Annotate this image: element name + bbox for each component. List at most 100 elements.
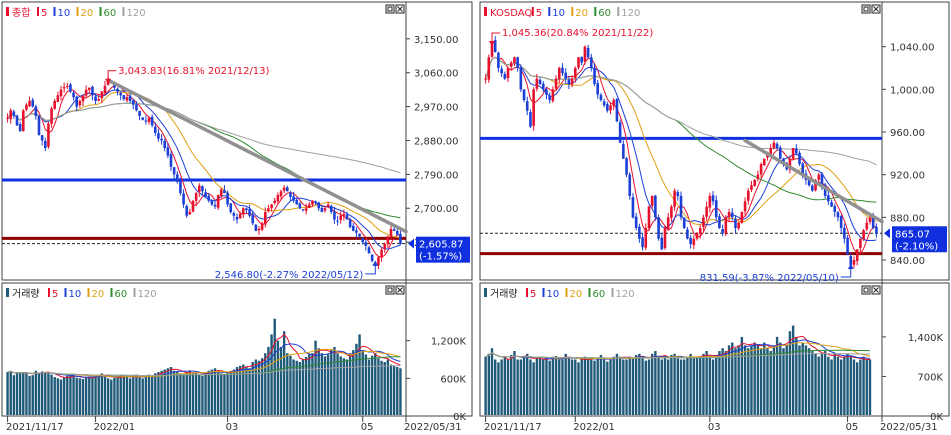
candle (746, 190, 750, 201)
volume-bar (163, 369, 166, 415)
candle (191, 200, 195, 212)
volume-bar (538, 356, 542, 415)
current-price-value: 2,605.87 (419, 240, 464, 251)
candle (128, 95, 132, 101)
candle (163, 140, 167, 148)
price-restore-button[interactable] (385, 4, 395, 14)
volume-bar (657, 356, 660, 415)
candle (548, 95, 551, 100)
volume-bar (599, 354, 603, 415)
candle (317, 202, 321, 209)
candle (522, 89, 526, 100)
candle (567, 79, 571, 84)
current-price-badge (892, 226, 947, 253)
price-pane (479, 1, 950, 281)
volume-restore-button[interactable] (385, 285, 395, 295)
candle (307, 204, 311, 209)
volume-bar (314, 340, 317, 415)
volume-bar (204, 372, 207, 415)
volume-bar (273, 318, 276, 415)
volume-bar (561, 359, 564, 415)
volume-bar (103, 375, 107, 415)
volume-bar (836, 356, 840, 415)
volume-bar (715, 356, 718, 415)
volume-bar (88, 376, 91, 415)
volume-bar (740, 336, 744, 415)
volume-bar (248, 368, 251, 415)
volume-bar (396, 367, 399, 415)
volume-bar (144, 377, 148, 415)
candle (367, 247, 371, 254)
volume-bar (386, 359, 390, 415)
candle (204, 192, 207, 197)
volume-tick-label: 600K (440, 374, 466, 385)
candle (583, 46, 587, 62)
candle (62, 87, 66, 89)
candle (141, 117, 145, 120)
volume-bar (380, 360, 383, 415)
candle (727, 212, 731, 218)
volume-bar (176, 372, 179, 415)
candle (756, 174, 760, 180)
low-annotation: 831.59(-3.87% 2022/05/10) (700, 273, 839, 284)
candle (634, 216, 638, 228)
volume-bar (286, 353, 289, 415)
volume-bar (484, 356, 487, 415)
candle (676, 192, 680, 196)
volume-bar (849, 356, 852, 415)
candle (138, 110, 141, 116)
volume-bar (606, 361, 609, 415)
candle (628, 174, 632, 196)
volume-bar (84, 377, 88, 415)
price-restore-button[interactable] (861, 4, 871, 14)
volume-bar (172, 370, 176, 415)
current-price-change: (-1.57%) (419, 252, 462, 263)
volume-legend-ma-10: 10 (547, 289, 560, 300)
volume-bar (574, 359, 577, 415)
volume-bar (254, 359, 258, 415)
candle (257, 228, 261, 231)
volume-bar (641, 357, 644, 415)
candle (279, 191, 283, 197)
volume-legend-ma-swatch (48, 288, 50, 297)
candle (596, 83, 600, 95)
candle (839, 216, 843, 228)
candle (775, 143, 779, 148)
volume-bar (28, 375, 31, 415)
volume-restore-button[interactable] (861, 285, 871, 295)
candle (714, 200, 718, 218)
candle (169, 154, 173, 167)
volume-ma120-line (7, 365, 401, 377)
volume-tick-label: 1,200K (431, 337, 467, 348)
volume-bar (37, 372, 41, 415)
volume-ma120-line (485, 352, 870, 359)
candle (116, 88, 119, 92)
legend-volume-icon (484, 288, 487, 297)
volume-bar (766, 348, 769, 415)
volume-bar (795, 336, 798, 415)
candle (545, 89, 548, 95)
candle (484, 78, 487, 80)
candle (750, 185, 753, 190)
candle (31, 99, 35, 107)
x-tick-label: 2022/01 (573, 422, 615, 433)
candle (364, 242, 368, 246)
candle (638, 226, 641, 239)
candle (267, 208, 270, 212)
legend-ma-5: 5 (536, 8, 542, 19)
low-arrow (365, 261, 376, 275)
volume-bar (596, 357, 599, 415)
candle (855, 249, 859, 262)
candle (759, 164, 763, 175)
candle (12, 111, 16, 116)
volume-bar (323, 356, 327, 415)
volume-bar (743, 345, 747, 415)
candle (654, 195, 657, 218)
volume-close-icon (397, 287, 403, 293)
badge-pointer-icon (884, 228, 890, 239)
volume-bar (862, 356, 865, 415)
candle (72, 92, 75, 98)
x-tick-label: 2022/01 (94, 422, 136, 433)
volume-bar (798, 345, 801, 415)
volume-legend-ma-swatch (87, 288, 90, 297)
